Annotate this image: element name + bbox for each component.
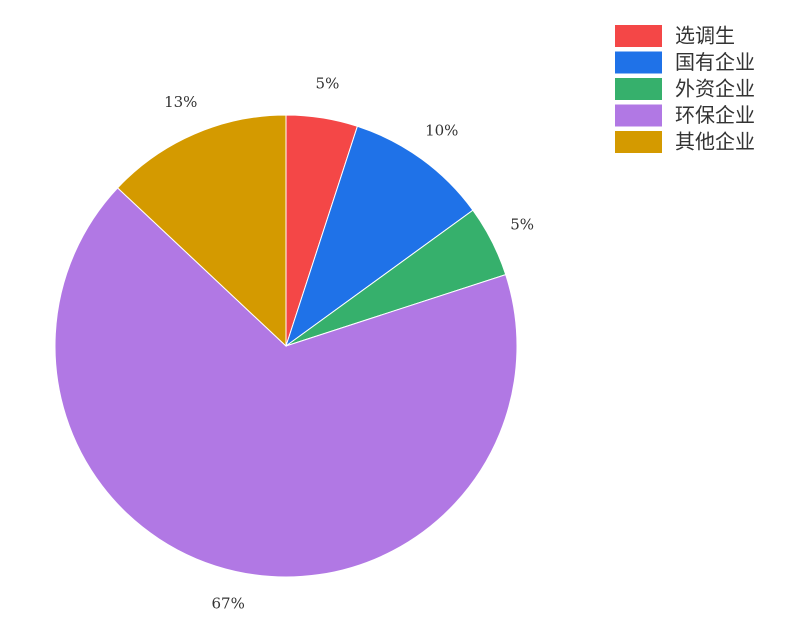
legend-label: 国有企业: [675, 50, 755, 74]
slice-label: 10%: [425, 122, 458, 140]
legend-swatch: [615, 25, 662, 47]
legend-swatch: [615, 78, 662, 100]
slice-label: 5%: [510, 216, 534, 234]
legend-swatch: [615, 131, 662, 153]
slice-label: 5%: [316, 74, 340, 92]
legend-swatch: [615, 51, 662, 74]
pie-slice: [54, 187, 518, 578]
slice-label: 13%: [164, 93, 197, 111]
legend-label: 其他企业: [675, 130, 755, 154]
pie-slice: [285, 125, 474, 348]
legend-label: 外资企业: [675, 77, 755, 101]
legend-label: 选调生: [675, 24, 735, 48]
legend-swatch: [615, 104, 662, 127]
legend-label: 环保企业: [675, 103, 755, 127]
pie-slice: [116, 114, 287, 348]
slice-label: 67%: [212, 595, 245, 613]
